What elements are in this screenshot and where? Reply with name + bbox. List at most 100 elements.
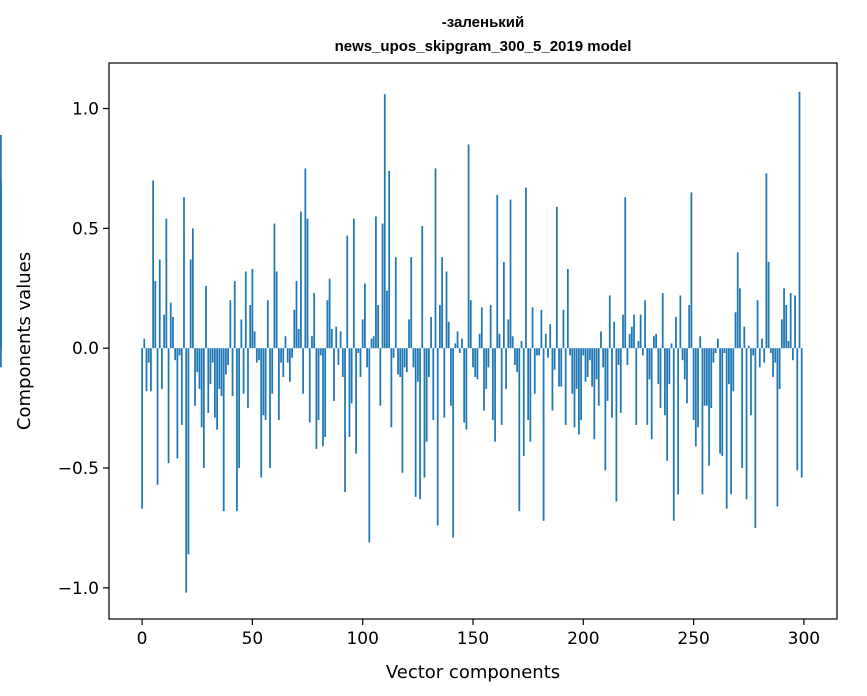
y-tick-label: −1.0 xyxy=(58,579,99,599)
bar-69 xyxy=(293,309,296,349)
bar-54 xyxy=(260,348,263,478)
bar-229 xyxy=(646,348,649,425)
bar-200 xyxy=(582,348,585,356)
bar-287 xyxy=(774,348,777,363)
bar-42 xyxy=(233,281,236,349)
bar-220 xyxy=(626,348,629,365)
bar-211 xyxy=(606,348,609,401)
bar-105 xyxy=(372,336,375,349)
bar-49 xyxy=(249,305,252,349)
bar-7 xyxy=(156,348,159,485)
bar-275 xyxy=(747,345,750,349)
bar-166 xyxy=(507,319,510,349)
bar-193 xyxy=(566,269,569,349)
bar-81 xyxy=(319,348,322,356)
bar-33 xyxy=(214,348,216,418)
bar-175 xyxy=(527,348,530,421)
bar-113 xyxy=(390,348,393,428)
bar-163 xyxy=(500,348,503,425)
bar-80 xyxy=(317,348,320,421)
bar-196 xyxy=(573,348,576,428)
bar-27 xyxy=(200,348,203,428)
bar-258 xyxy=(710,348,713,409)
bar-268 xyxy=(732,348,735,392)
bar-294 xyxy=(789,293,792,349)
bar-221 xyxy=(628,333,631,349)
bar-37 xyxy=(222,348,225,512)
bar-26 xyxy=(198,348,201,389)
x-tick-label: 200 xyxy=(567,629,599,649)
bar-148 xyxy=(467,144,470,349)
bar-187 xyxy=(553,348,556,370)
bar-48 xyxy=(247,348,249,409)
bar-135 xyxy=(439,305,441,349)
bar-92 xyxy=(344,348,346,492)
bar-295 xyxy=(792,348,794,361)
bar-55 xyxy=(262,348,265,416)
bar-57 xyxy=(266,300,269,349)
bar-23 xyxy=(191,228,194,349)
bar-117 xyxy=(399,348,402,377)
bar-124 xyxy=(414,348,417,497)
bar-131 xyxy=(430,317,432,349)
bar-129 xyxy=(425,348,428,442)
bar-68 xyxy=(291,348,293,358)
bar-66 xyxy=(286,348,289,363)
bar-225 xyxy=(637,341,640,349)
bar-56 xyxy=(264,348,267,421)
bar-20 xyxy=(185,348,188,593)
bar-185 xyxy=(549,324,552,349)
bar-170 xyxy=(516,348,518,373)
bar-167 xyxy=(509,199,512,349)
bar-40 xyxy=(229,300,232,349)
bar-284 xyxy=(767,261,770,349)
bar-67 xyxy=(289,348,291,382)
bar-192 xyxy=(564,348,567,425)
bar-98 xyxy=(357,348,360,353)
bar-271 xyxy=(739,288,741,349)
bar-283 xyxy=(765,173,768,349)
bar-265 xyxy=(725,348,728,509)
bar-115 xyxy=(394,257,397,349)
bar-71 xyxy=(297,329,300,349)
bar-90 xyxy=(339,331,342,349)
bar-267 xyxy=(730,348,732,495)
bar-201 xyxy=(584,348,587,382)
bar-116 xyxy=(397,348,399,375)
bar-212 xyxy=(608,295,611,349)
bar-297 xyxy=(796,348,799,471)
bar-203 xyxy=(589,348,591,361)
bar-150 xyxy=(472,348,474,368)
bar-156 xyxy=(485,348,488,389)
x-tick-label: 150 xyxy=(457,629,489,649)
bar-245 xyxy=(681,348,684,361)
bar-30 xyxy=(207,348,210,413)
bar-270 xyxy=(736,252,739,349)
bar-197 xyxy=(575,348,578,389)
bar-35 xyxy=(218,348,221,389)
bar-114 xyxy=(392,348,395,358)
bar-85 xyxy=(328,278,331,349)
bar-250 xyxy=(692,348,695,421)
bar-162 xyxy=(498,333,501,349)
bar-47 xyxy=(244,271,247,349)
chart-title-line-2: news_upos_skipgram_300_5_2019 model xyxy=(335,38,632,55)
bar-61 xyxy=(275,271,278,349)
bar-96 xyxy=(352,218,355,349)
bar-292 xyxy=(785,305,788,349)
bar-252 xyxy=(697,348,699,428)
bar-246 xyxy=(683,348,686,380)
bar-102 xyxy=(366,348,368,368)
bar-282 xyxy=(763,348,766,363)
y-axis-label: Components values xyxy=(14,252,35,430)
bar-19 xyxy=(183,197,185,349)
bar-13 xyxy=(169,302,172,349)
bar-273 xyxy=(743,326,746,349)
bar-290 xyxy=(780,319,783,349)
bar-257 xyxy=(708,348,710,466)
bar-91 xyxy=(341,348,344,377)
bar-232 xyxy=(653,336,655,349)
bar-64 xyxy=(282,348,285,377)
bar-189 xyxy=(558,348,560,387)
bar-89 xyxy=(337,348,340,365)
